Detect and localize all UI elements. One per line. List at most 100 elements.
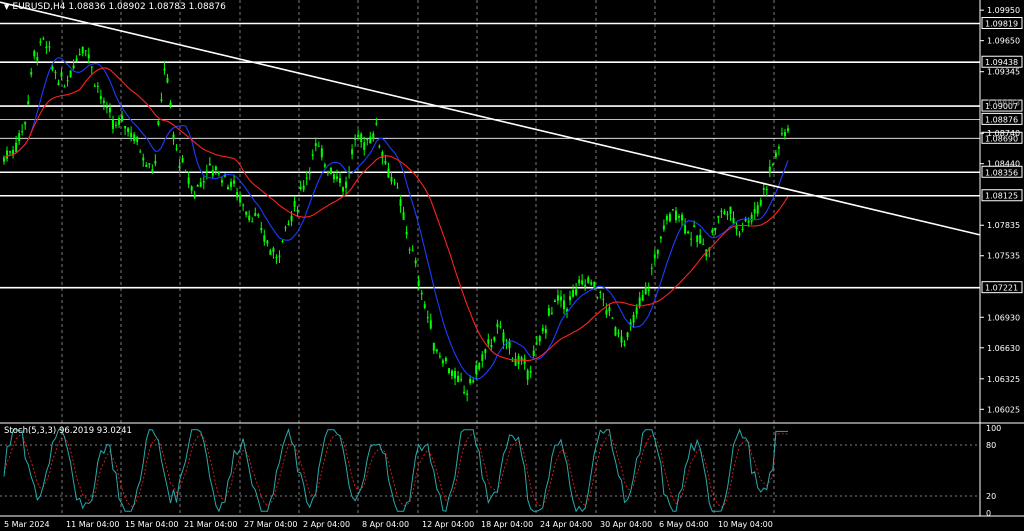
candle-body — [556, 295, 559, 301]
level-label-text: 1.07221 — [985, 284, 1018, 293]
candle — [587, 275, 590, 285]
candle — [783, 128, 786, 140]
candle-body — [511, 360, 514, 362]
candle — [202, 176, 205, 190]
candle — [230, 178, 233, 191]
candle — [320, 145, 323, 161]
candle — [115, 121, 117, 129]
candle — [105, 101, 108, 114]
candle — [717, 215, 720, 224]
candle-body — [714, 228, 717, 231]
candle — [317, 141, 320, 147]
candle — [387, 162, 390, 179]
candle-body — [202, 181, 205, 183]
price-tick-label: 1.06930 — [987, 313, 1020, 322]
candle-body — [9, 151, 12, 153]
candle-body — [426, 317, 429, 319]
candle-body — [484, 349, 487, 353]
candle-body — [581, 280, 584, 285]
symbol-timeframe: EURUSD,H4 — [12, 2, 66, 12]
candle — [139, 149, 142, 153]
candle-body — [526, 370, 529, 380]
candle — [363, 136, 366, 156]
candle-body — [339, 178, 341, 183]
candle — [411, 245, 414, 252]
candle-body — [729, 206, 732, 214]
candle-body — [508, 340, 511, 349]
candle-body — [387, 168, 390, 178]
candle — [635, 304, 638, 319]
candle — [157, 120, 160, 127]
candle-body — [236, 192, 239, 198]
candle-body — [78, 54, 81, 56]
candle-body — [656, 249, 659, 254]
candle-body — [57, 82, 60, 86]
stoch-tick-label: 0 — [986, 509, 991, 518]
candle-body — [783, 132, 786, 136]
dropdown-arrow-icon[interactable]: ▼ — [4, 3, 10, 11]
candle — [484, 348, 487, 360]
candle — [345, 176, 348, 194]
candle — [729, 206, 732, 221]
candle-body — [768, 166, 771, 173]
candle — [547, 304, 550, 317]
candle — [605, 303, 608, 318]
candle-body — [699, 234, 702, 244]
candle-body — [335, 176, 338, 179]
candle-body — [102, 100, 105, 104]
candle-body — [332, 174, 335, 180]
candle — [184, 169, 187, 173]
candle-body — [48, 46, 51, 48]
candle-body — [587, 277, 590, 283]
candle-body — [563, 300, 565, 309]
candle — [490, 338, 493, 352]
candle-body — [154, 160, 157, 164]
candle — [720, 208, 723, 219]
candle — [278, 250, 281, 264]
candle — [214, 165, 217, 175]
candle-body — [584, 285, 587, 287]
candle — [260, 221, 263, 234]
candle-body — [662, 225, 665, 230]
candle — [87, 47, 90, 64]
candle — [460, 372, 463, 383]
candle — [559, 290, 562, 308]
candle-body — [21, 131, 24, 133]
candle — [151, 164, 154, 175]
time-axis-label: 21 Mar 04:00 — [184, 520, 237, 529]
candle — [768, 159, 771, 178]
candle — [774, 149, 777, 159]
candle-body — [599, 291, 602, 293]
candle — [408, 247, 411, 255]
candle-body — [27, 101, 30, 105]
candle — [311, 149, 314, 160]
candle-body — [369, 136, 372, 144]
candle — [650, 263, 653, 276]
candle-body — [575, 289, 578, 295]
candle — [438, 352, 441, 359]
moving-average-slow — [3, 67, 789, 362]
candle-body — [547, 308, 550, 316]
candle — [444, 356, 447, 364]
candle-body — [199, 182, 202, 187]
candle — [466, 389, 469, 402]
candle — [378, 144, 381, 149]
candle — [118, 115, 121, 129]
candle — [499, 320, 502, 329]
candle — [96, 82, 99, 93]
candle — [432, 342, 435, 355]
candle — [553, 299, 556, 303]
candle — [369, 131, 372, 144]
candle-body — [84, 50, 87, 52]
time-axis-label: 8 Apr 04:00 — [362, 520, 409, 529]
price-tick-label: 1.06325 — [987, 375, 1020, 384]
candle — [771, 163, 774, 167]
candle-body — [732, 217, 735, 224]
time-axis-label: 15 Mar 04:00 — [125, 520, 178, 529]
candle — [451, 369, 453, 380]
candle-body — [118, 117, 121, 125]
candle-body — [457, 375, 460, 382]
candle-body — [296, 209, 299, 212]
candle-body — [463, 391, 466, 394]
